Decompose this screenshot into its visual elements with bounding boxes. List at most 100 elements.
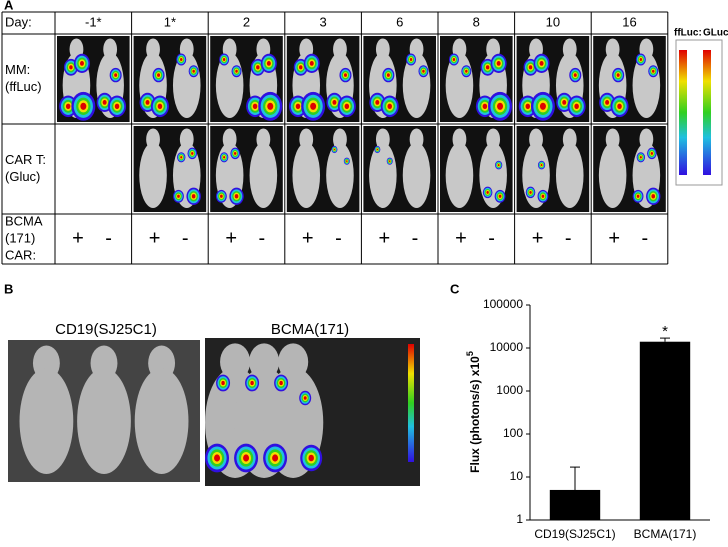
signal <box>192 69 195 73</box>
signal <box>220 194 223 198</box>
day-label: 6 <box>396 14 403 29</box>
signal <box>605 100 610 105</box>
mouse-body <box>598 142 627 208</box>
row-label: (171) <box>5 230 35 245</box>
signal <box>386 73 390 77</box>
signal <box>333 148 336 151</box>
mouse-body <box>77 368 131 474</box>
signal <box>541 194 545 198</box>
signal <box>114 103 120 110</box>
signal <box>145 100 150 105</box>
signal <box>498 194 502 198</box>
mouse-body <box>369 142 397 208</box>
signal <box>375 100 380 105</box>
y-tick-label: 100000 <box>483 297 523 311</box>
signal <box>497 164 500 167</box>
car-sign: - <box>641 227 648 249</box>
signal <box>332 100 337 105</box>
signal <box>191 194 196 199</box>
signal <box>157 103 163 110</box>
signal <box>279 380 283 386</box>
signal <box>465 69 468 73</box>
signal <box>486 190 489 194</box>
day-label: 2 <box>243 14 250 29</box>
signal <box>214 454 221 462</box>
colorbar <box>408 344 414 462</box>
signal <box>295 103 301 110</box>
signal <box>651 69 655 73</box>
car-sign: - <box>105 227 112 249</box>
y-tick-label: 1000 <box>496 383 523 397</box>
group-label: BCMA(171) <box>271 321 349 338</box>
signal <box>223 156 226 159</box>
day-label: 3 <box>319 14 326 29</box>
mouse-body <box>134 368 189 474</box>
signal <box>409 58 413 61</box>
y-tick-label: 10 <box>510 469 524 483</box>
signal <box>310 102 317 110</box>
signal <box>616 73 620 77</box>
car-sign: - <box>182 227 189 249</box>
signal <box>298 65 303 70</box>
mouse-body <box>249 142 278 208</box>
y-axis-label: Flux (photons/s) x105 <box>465 351 482 473</box>
signal <box>344 103 350 110</box>
signal <box>452 58 456 61</box>
signal <box>617 103 622 110</box>
signal <box>221 380 225 386</box>
signal <box>266 61 271 66</box>
car-sign: + <box>455 227 467 249</box>
signal <box>308 454 314 462</box>
row-label: CAR T: <box>5 152 46 167</box>
signal <box>482 103 488 110</box>
signal <box>497 102 504 110</box>
car-sign: + <box>225 227 237 249</box>
signal <box>102 100 107 105</box>
car-sign: + <box>302 227 314 249</box>
row-label: (ffLuc) <box>5 79 42 94</box>
signal <box>562 100 567 105</box>
mouse-body <box>402 142 431 208</box>
mouse-body <box>326 142 354 208</box>
signal <box>574 103 579 110</box>
day-label: 1* <box>164 14 176 29</box>
signal <box>157 73 161 77</box>
signal <box>80 102 87 110</box>
car-sign: + <box>149 227 161 249</box>
row-label: CAR: <box>5 247 36 262</box>
signal <box>387 103 392 110</box>
signal <box>343 73 347 77</box>
day-label: 16 <box>622 14 636 29</box>
car-sign: - <box>565 227 572 249</box>
panel-label: A <box>4 0 14 12</box>
signal <box>69 65 73 70</box>
panel-label: C <box>450 281 460 296</box>
annotation: * <box>662 323 668 340</box>
y-tick-label: 1 <box>516 512 523 526</box>
signal <box>540 164 543 167</box>
signal <box>250 380 254 386</box>
colorbar <box>703 50 711 175</box>
mouse-body <box>292 142 321 208</box>
signal <box>639 156 642 159</box>
signal <box>529 190 532 194</box>
signal <box>256 65 260 70</box>
car-sign: + <box>72 227 84 249</box>
signal <box>177 194 180 198</box>
panel-label: B <box>4 281 13 296</box>
signal <box>376 148 379 151</box>
signal <box>180 156 183 159</box>
signal <box>179 58 183 61</box>
car-sign: + <box>532 227 544 249</box>
signal <box>309 61 314 66</box>
signal <box>639 58 643 61</box>
signal <box>525 103 531 110</box>
car-sign: - <box>258 227 265 249</box>
signal <box>191 151 194 155</box>
y-axis-label-text: Flux (photons/s) x10 <box>468 356 482 473</box>
group-label: CD19(SJ25C1) <box>55 321 157 338</box>
signal <box>496 61 501 66</box>
day-label: Day: <box>5 14 32 29</box>
x-tick-label: CD19(SJ25C1) <box>534 527 615 541</box>
day-label: 8 <box>473 14 480 29</box>
